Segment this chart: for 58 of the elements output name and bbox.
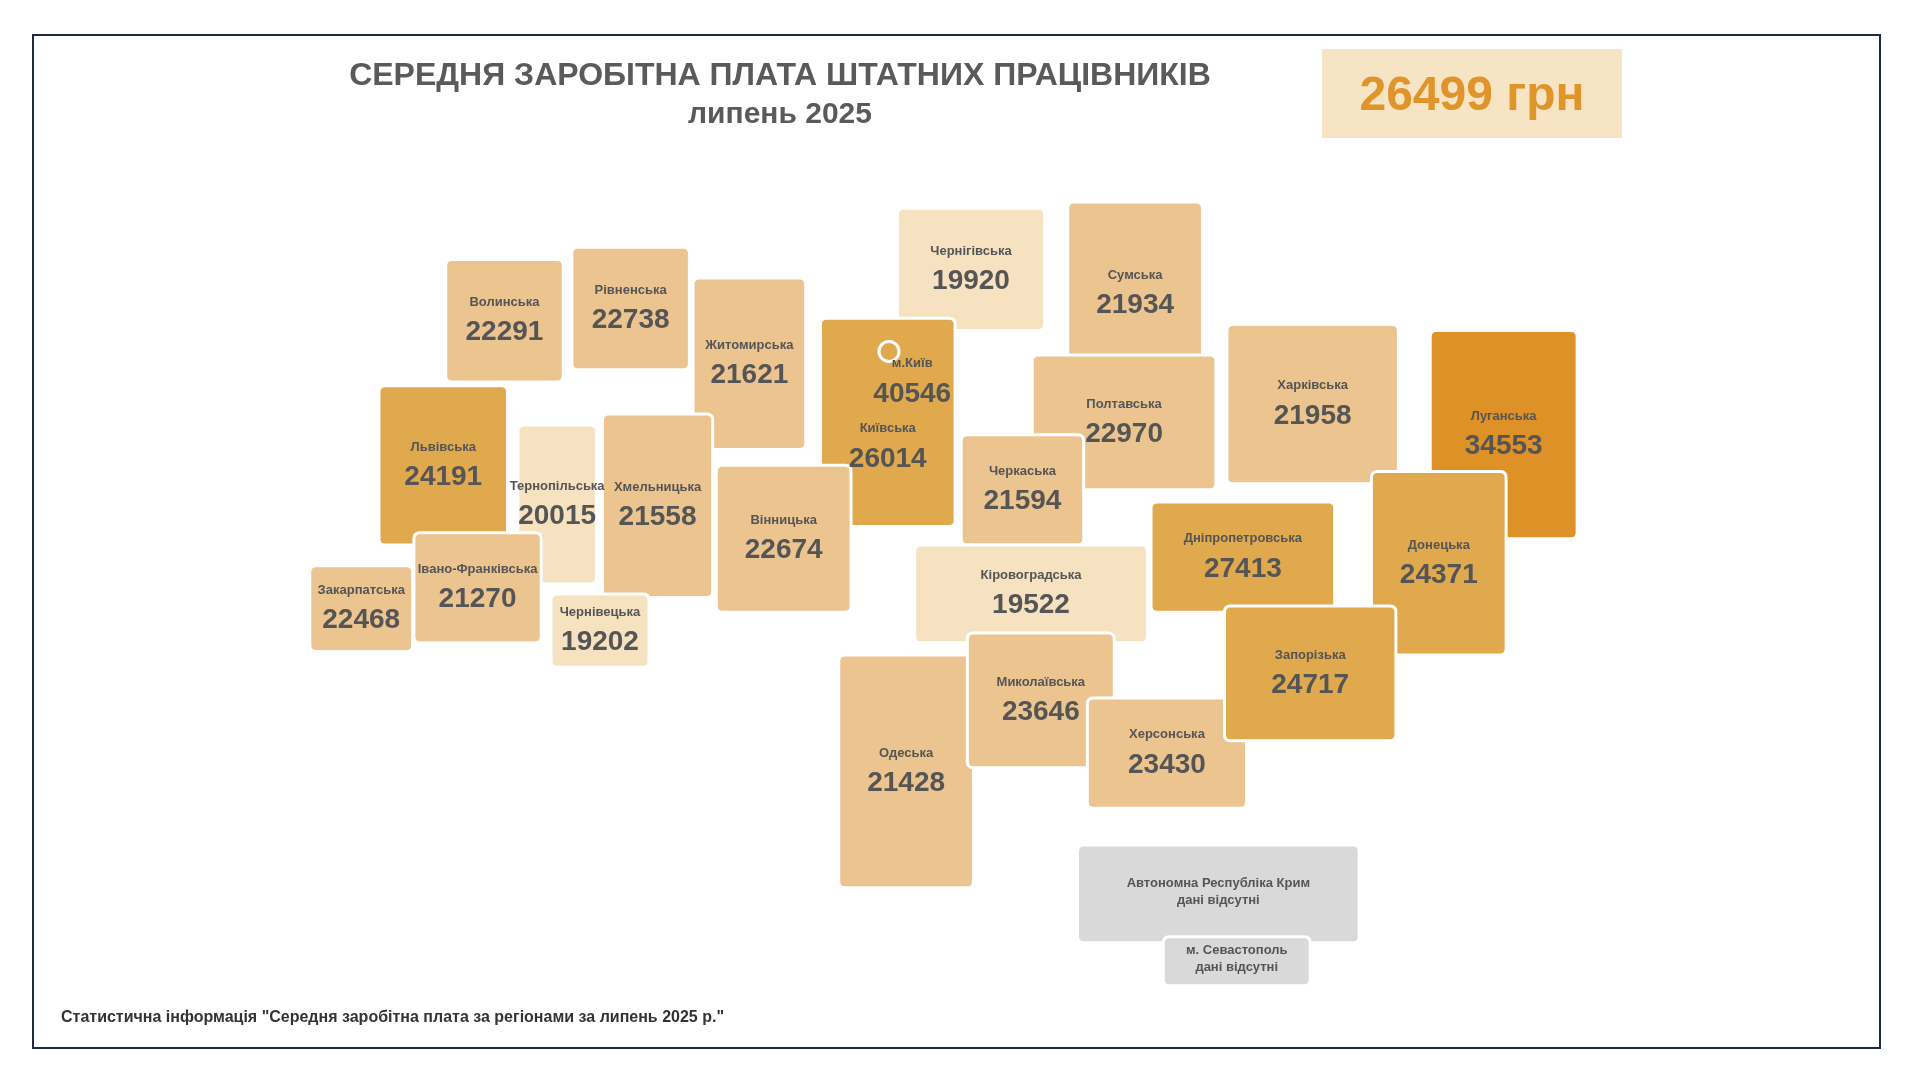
data-label: 21428 bbox=[867, 766, 946, 798]
category-label: Миколаївська bbox=[996, 673, 1086, 689]
data-label: 21594 bbox=[983, 484, 1062, 516]
category-label: м. Севастополь bbox=[1185, 941, 1288, 957]
text: 26499 грн bbox=[1322, 49, 1622, 138]
data-label: 21621 bbox=[710, 358, 789, 390]
data-label: 21270 bbox=[438, 582, 517, 614]
category-label: Одеська bbox=[879, 744, 934, 760]
category-label: Київська bbox=[859, 420, 917, 436]
text: липень 2025 bbox=[687, 96, 873, 130]
text: дані відсутні bbox=[1177, 891, 1260, 907]
data-label: 24717 bbox=[1271, 668, 1350, 700]
category-label: Донецька bbox=[1407, 536, 1471, 552]
category-label: Чернівецька bbox=[559, 603, 642, 619]
data-label: 22970 bbox=[1085, 417, 1164, 449]
data-label: 22291 bbox=[465, 315, 544, 347]
category-label: Луганська bbox=[1470, 408, 1538, 423]
category-label: м.Київ bbox=[891, 355, 933, 371]
data-label: 19522 bbox=[992, 588, 1070, 620]
data-label: 21958 bbox=[1273, 398, 1352, 430]
data-label: 19920 bbox=[932, 263, 1010, 295]
data-label: 19202 bbox=[561, 625, 639, 657]
category-label: Полтавська bbox=[1086, 395, 1163, 411]
data-label: 21558 bbox=[618, 500, 697, 532]
category-label: Хмельницька bbox=[613, 479, 702, 495]
category-label: Тернопільська bbox=[509, 477, 606, 493]
data-label: 23430 bbox=[1128, 747, 1206, 779]
category-label: Закарпатська bbox=[317, 581, 406, 597]
text: СЕРЕДНЯ ЗАРОБІТНА ПЛАТА ШТАТНИХ ПРАЦІВНИКІВ bbox=[348, 56, 1212, 93]
category-label: Черкаська bbox=[988, 463, 1057, 479]
data-label: 34553 bbox=[1464, 429, 1543, 461]
data-label: 20015 bbox=[518, 499, 597, 531]
text: дані відсутні bbox=[1195, 959, 1279, 975]
category-label: Волинська bbox=[469, 294, 541, 310]
data-label: 40546 bbox=[873, 376, 952, 408]
category-label: Рівненська bbox=[594, 281, 668, 297]
category-label: Херсонська bbox=[1129, 726, 1206, 742]
category-label: Івано-Франківська bbox=[417, 561, 539, 577]
category-label: Житомирська bbox=[704, 336, 795, 352]
category-label: Кіровоградська bbox=[980, 567, 1083, 583]
data-label: 22468 bbox=[322, 603, 401, 635]
data-label: 26014 bbox=[848, 441, 928, 473]
data-label: 24191 bbox=[404, 459, 483, 491]
category-label: Чернігівська bbox=[930, 242, 1013, 258]
data-label: 21934 bbox=[1096, 288, 1175, 320]
category-label: Харківська bbox=[1277, 377, 1349, 393]
data-label: 22674 bbox=[744, 533, 824, 565]
category-label: Дніпропетровська bbox=[1183, 530, 1303, 546]
category-label: Автономна Республіка Крим bbox=[1126, 874, 1311, 890]
category-label: Вінницька bbox=[750, 512, 818, 528]
category-label: Сумська bbox=[1107, 267, 1164, 283]
data-label: 24371 bbox=[1399, 557, 1478, 589]
category-label: Львівська bbox=[410, 438, 477, 454]
category-label: Запорізька bbox=[1274, 646, 1347, 662]
text: Статистична інформація "Середня заробітна плата за регіонами за липень 2025 р." bbox=[61, 1008, 724, 1026]
data-label: 27413 bbox=[1203, 551, 1282, 583]
data-label: 23646 bbox=[1001, 695, 1080, 726]
data-label: 22738 bbox=[591, 303, 670, 335]
